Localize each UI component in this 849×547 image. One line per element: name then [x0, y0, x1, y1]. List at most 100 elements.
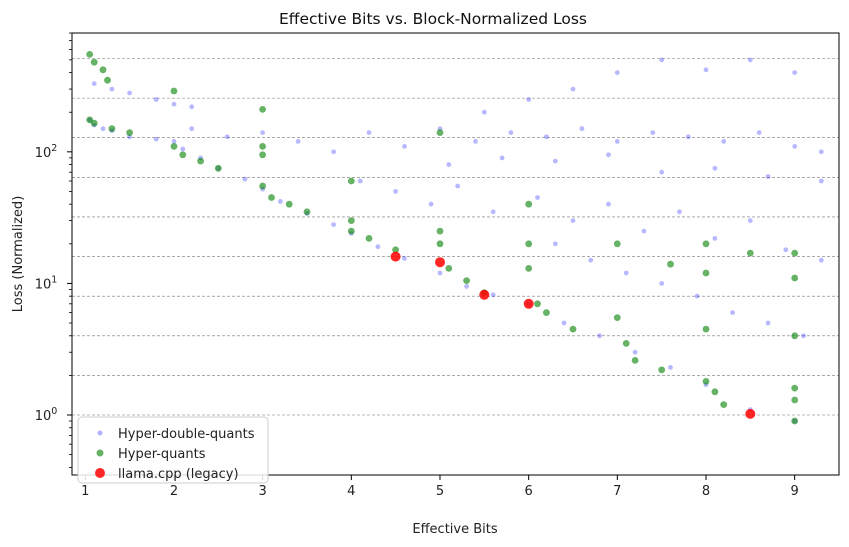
- y-tick-exponent: 0: [51, 406, 57, 417]
- data-point: [730, 310, 735, 315]
- data-point: [455, 183, 461, 189]
- data-point: [347, 217, 355, 225]
- data-point: [525, 200, 533, 208]
- data-point: [791, 384, 799, 392]
- data-point: [712, 236, 718, 241]
- data-point: [331, 149, 336, 155]
- x-tick-label: 8: [702, 484, 710, 499]
- data-point: [523, 298, 534, 309]
- data-point: [170, 143, 178, 150]
- data-point: [526, 97, 532, 102]
- data-point: [818, 257, 824, 263]
- data-point: [179, 151, 187, 159]
- legend-label-llama-cpp-legacy: llama.cpp (legacy): [118, 467, 239, 482]
- data-point: [685, 134, 691, 140]
- data-point: [109, 86, 115, 92]
- data-point: [525, 240, 533, 248]
- data-point: [588, 257, 594, 263]
- data-point: [818, 178, 824, 184]
- data-point: [614, 70, 620, 75]
- data-point: [613, 314, 621, 321]
- data-point: [791, 396, 799, 404]
- data-point: [792, 144, 798, 149]
- series-hyper-double-quants: [87, 57, 824, 424]
- data-point: [721, 139, 727, 144]
- data-point: [765, 174, 771, 179]
- data-point: [170, 87, 178, 95]
- data-point: [747, 57, 753, 63]
- data-point: [189, 126, 195, 132]
- legend-marker-hyper-double-quants: [97, 430, 103, 436]
- data-point: [659, 57, 665, 63]
- data-point: [126, 129, 133, 137]
- y-tick-label: 101: [35, 274, 58, 292]
- data-point: [622, 340, 630, 347]
- data-point: [791, 417, 799, 425]
- legend-marker-llama-cpp-legacy: [95, 468, 105, 478]
- data-point: [473, 139, 478, 144]
- data-point: [499, 155, 505, 161]
- data-point: [791, 249, 799, 257]
- y-axis-label: Loss (Normalized): [11, 196, 26, 313]
- plot-area-frame: [71, 32, 840, 476]
- data-point: [393, 189, 398, 194]
- legend-marker-hyper-quants: [96, 449, 104, 457]
- data-point: [534, 300, 541, 308]
- data-point: [783, 247, 789, 253]
- data-point: [552, 158, 558, 164]
- data-point: [260, 130, 265, 136]
- legend-box: [77, 416, 269, 484]
- data-point: [614, 139, 620, 144]
- y-tick-exponent: 2: [51, 143, 57, 154]
- data-point: [86, 51, 94, 58]
- data-point: [436, 129, 444, 137]
- data-point: [189, 104, 195, 110]
- data-point: [357, 178, 363, 184]
- data-point: [347, 177, 355, 185]
- data-point: [171, 101, 177, 107]
- data-point: [561, 320, 567, 326]
- data-point: [702, 378, 710, 385]
- legend-label-hyper-double-quants: Hyper-double-quants: [118, 427, 255, 442]
- data-point: [479, 289, 490, 300]
- data-point: [99, 66, 107, 74]
- data-point: [127, 90, 132, 96]
- data-point: [606, 201, 611, 207]
- data-point: [765, 320, 771, 326]
- data-point: [435, 257, 445, 268]
- data-point: [535, 195, 540, 200]
- data-point: [631, 357, 639, 364]
- data-point: [171, 139, 177, 144]
- data-point: [214, 164, 222, 172]
- grid-lines: [72, 58, 839, 416]
- x-tick-label: 4: [347, 484, 355, 499]
- data-point: [597, 333, 602, 339]
- data-point: [366, 130, 372, 136]
- data-point: [658, 366, 666, 374]
- data-point: [481, 109, 487, 115]
- data-point: [570, 86, 576, 92]
- data-point: [579, 126, 585, 132]
- data-point: [437, 270, 443, 276]
- data-point: [436, 227, 444, 235]
- data-point: [791, 332, 799, 340]
- legend: Hyper-double-quants Hyper-quants llama.c…: [77, 416, 269, 484]
- data-point: [390, 251, 401, 262]
- data-point: [91, 81, 97, 86]
- data-point: [659, 281, 665, 286]
- data-point: [347, 227, 355, 235]
- data-point: [402, 256, 407, 261]
- data-point: [295, 139, 301, 144]
- data-point: [259, 106, 266, 113]
- data-point: [667, 260, 674, 268]
- data-point: [445, 265, 453, 272]
- data-point: [641, 228, 647, 234]
- data-point: [180, 146, 186, 152]
- data-point: [259, 151, 266, 159]
- legend-label-hyper-quants: Hyper-quants: [118, 447, 206, 462]
- data-point: [490, 209, 496, 215]
- data-point: [100, 126, 106, 132]
- data-point: [659, 169, 665, 175]
